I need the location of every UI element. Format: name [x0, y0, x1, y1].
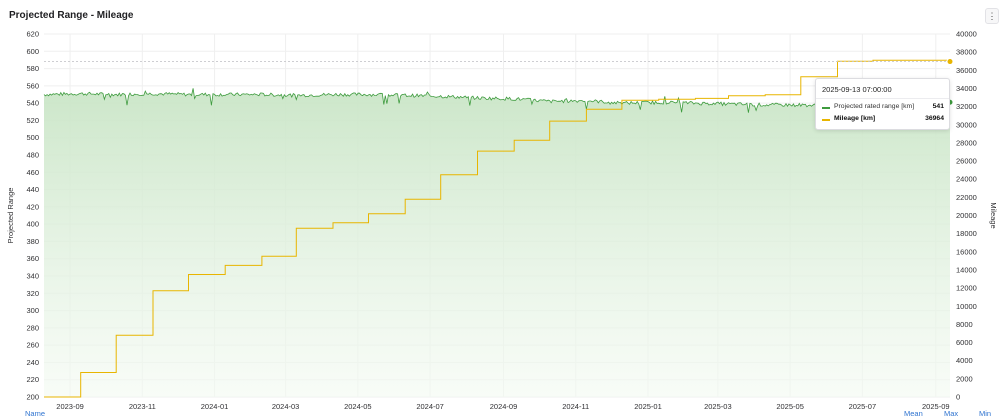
legend-sort-max[interactable]: Max	[944, 409, 959, 418]
series-line-mileage	[44, 59, 951, 398]
y-left-tick-label: 200	[26, 393, 39, 402]
y-right-tick-label: 20000	[956, 211, 977, 220]
y-left-tick-label: 260	[26, 341, 39, 350]
legend-sort-mean[interactable]: Mean	[904, 409, 923, 418]
y-left-tick-label: 340	[26, 272, 39, 281]
y-left-tick-label: 400	[26, 220, 39, 229]
y-left-tick-label: 520	[26, 116, 39, 125]
y-left-tick-label: 460	[26, 168, 39, 177]
panel-title: Projected Range - Mileage	[9, 10, 134, 21]
x-tick-label: 2025-09	[922, 402, 950, 411]
x-tick-label: 2024-11	[562, 402, 589, 411]
tooltip-row-mileage: Mileage [km] 36964	[822, 115, 944, 125]
tooltip-range-value: 541	[932, 103, 944, 110]
series-line-projected-range	[43, 88, 951, 115]
legend-sort-min[interactable]: Min	[979, 409, 992, 418]
x-tick-label: 2024-03	[272, 402, 300, 411]
vertical-ellipsis-icon: ⋮	[987, 11, 997, 21]
y-right-tick-label: 10000	[956, 302, 977, 311]
y-left-tick-label: 300	[26, 306, 39, 315]
y-left-axis-title: Projected Range	[6, 188, 15, 244]
y-right-tick-label: 16000	[956, 247, 977, 256]
x-tick-label: 2024-05	[344, 402, 372, 411]
tooltip-range-label: Projected rated range [km]	[834, 103, 915, 110]
x-tick-label: 2024-09	[490, 402, 518, 411]
y-right-tick-label: 40000	[956, 30, 977, 39]
y-left-tick-label: 220	[26, 375, 39, 384]
y-left-tick-label: 240	[26, 358, 39, 367]
x-tick-label: 2025-01	[634, 402, 662, 411]
panel-menu-button[interactable]: ⋮	[985, 8, 999, 24]
y-left-tick-label: 620	[26, 30, 39, 39]
y-right-tick-label: 2000	[956, 374, 973, 383]
tooltip-mileage-label: Mileage [km]	[834, 115, 876, 122]
y-right-tick-label: 38000	[956, 48, 977, 57]
tooltip-row-range: Projected rated range [km] 541	[822, 103, 944, 113]
panel-header: Projected Range - Mileage ⋮	[0, 0, 1000, 30]
y-right-axis-title: Mileage	[989, 202, 998, 228]
range-area-fill	[44, 88, 950, 398]
x-tick-label: 2023-11	[129, 402, 156, 411]
y-right-tick-label: 36000	[956, 66, 977, 75]
y-left-tick-label: 480	[26, 151, 39, 160]
y-right-tick-label: 30000	[956, 120, 977, 129]
y-right-tick-label: 22000	[956, 193, 977, 202]
y-left-tick-label: 280	[26, 323, 39, 332]
hover-tooltip: 2025-09-13 07:00:00 Projected rated rang…	[815, 78, 950, 130]
y-right-tick-label: 24000	[956, 175, 977, 184]
x-tick-label: 2024-07	[416, 402, 444, 411]
x-tick-label: 2023-09	[56, 402, 84, 411]
tooltip-mileage-value: 36964	[925, 115, 944, 122]
x-tick-label: 2024-01	[201, 402, 229, 411]
y-left-tick-label: 600	[26, 47, 39, 56]
y-left-tick-label: 560	[26, 81, 39, 90]
tooltip-timestamp: 2025-09-13 07:00:00	[822, 85, 892, 94]
x-tick-label: 2025-03	[704, 402, 732, 411]
y-left-tick-label: 360	[26, 254, 39, 263]
y-right-tick-label: 34000	[956, 84, 977, 93]
range-swatch	[822, 107, 830, 109]
y-right-tick-label: 14000	[956, 265, 977, 274]
x-tick-label: 2025-07	[849, 402, 877, 411]
y-right-tick-label: 26000	[956, 157, 977, 166]
y-left-tick-label: 500	[26, 133, 39, 142]
y-left-tick-label: 580	[26, 64, 39, 73]
mileage-hover-point	[946, 58, 954, 66]
y-right-tick-label: 32000	[956, 102, 977, 111]
y-right-tick-label: 28000	[956, 138, 977, 147]
legend-sort-name[interactable]: Name	[25, 409, 46, 418]
y-right-tick-label: 12000	[956, 284, 977, 293]
x-tick-label: 2025-05	[776, 402, 804, 411]
y-left-tick-label: 380	[26, 237, 39, 246]
y-right-tick-label: 0	[956, 393, 960, 402]
y-right-tick-label: 18000	[956, 229, 977, 238]
y-left-tick-label: 320	[26, 289, 39, 298]
mileage-swatch	[822, 119, 830, 121]
y-left-tick-label: 420	[26, 202, 39, 211]
y-right-tick-label: 6000	[956, 338, 973, 347]
y-right-tick-label: 4000	[956, 356, 973, 365]
tooltip-divider	[816, 98, 949, 99]
y-left-tick-label: 540	[26, 99, 39, 108]
y-right-tick-label: 8000	[956, 320, 973, 329]
y-left-tick-label: 440	[26, 185, 39, 194]
